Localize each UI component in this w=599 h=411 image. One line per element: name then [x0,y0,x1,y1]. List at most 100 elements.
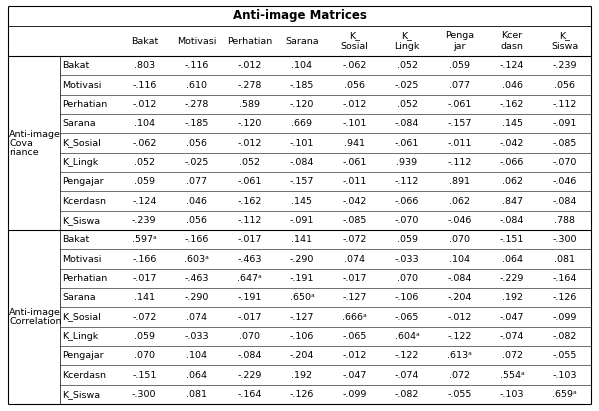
Text: -.101: -.101 [342,119,367,128]
Text: -.300: -.300 [552,235,577,244]
Text: -.012: -.012 [342,100,367,109]
Text: .062: .062 [502,177,523,186]
Text: -.126: -.126 [290,390,314,399]
Text: .104: .104 [449,254,470,263]
Text: -.300: -.300 [132,390,156,399]
Text: -.055: -.055 [447,390,472,399]
Text: -.017: -.017 [342,274,367,283]
Text: -.239: -.239 [132,216,156,225]
Text: .603ᵃ: .603ᵃ [184,254,209,263]
Text: -.157: -.157 [447,119,472,128]
Text: .145: .145 [292,196,313,206]
Text: .059: .059 [134,177,155,186]
Text: .081: .081 [554,254,575,263]
Text: -.124: -.124 [132,196,156,206]
Text: K_
Lingk: K_ Lingk [394,31,420,51]
Text: .070: .070 [449,235,470,244]
Text: -.012: -.012 [132,100,156,109]
Text: .059: .059 [397,235,418,244]
Text: -.061: -.061 [395,139,419,148]
Text: -.012: -.012 [237,139,262,148]
Text: .056: .056 [186,139,207,148]
Text: -.061: -.061 [447,100,472,109]
Text: -.061: -.061 [342,158,367,167]
Text: -.091: -.091 [290,216,314,225]
Text: -.290: -.290 [290,254,314,263]
Text: Anti-image: Anti-image [9,308,61,317]
Text: .192: .192 [292,370,313,379]
Text: -.278: -.278 [184,100,209,109]
Text: -.017: -.017 [237,235,262,244]
Text: -.084: -.084 [500,216,524,225]
Text: Correlation: Correlation [9,317,62,326]
Text: .589: .589 [239,100,260,109]
Text: -.099: -.099 [552,312,577,321]
Text: Anti-image: Anti-image [9,129,61,139]
Text: -.122: -.122 [395,351,419,360]
Text: -.011: -.011 [342,177,367,186]
Text: Sarana: Sarana [285,37,319,46]
Text: -.062: -.062 [342,61,367,70]
Text: K_
Sosial: K_ Sosial [341,31,368,51]
Text: -.084: -.084 [395,119,419,128]
Text: -.025: -.025 [184,158,209,167]
Text: -.164: -.164 [237,390,262,399]
Text: .056: .056 [554,81,575,90]
Text: Pengajar: Pengajar [62,351,104,360]
Text: .659ᵃ: .659ᵃ [552,390,577,399]
Text: -.084: -.084 [447,274,472,283]
Text: Cova: Cova [9,139,33,148]
Text: -.239: -.239 [552,61,577,70]
Text: -.047: -.047 [342,370,367,379]
Text: K_Siswa: K_Siswa [62,390,100,399]
Text: .145: .145 [502,119,523,128]
Text: -.127: -.127 [342,293,367,302]
Text: -.151: -.151 [132,370,156,379]
Text: -.017: -.017 [132,274,156,283]
Text: -.012: -.012 [237,61,262,70]
Text: .192: .192 [502,293,523,302]
Text: K_Sosial: K_Sosial [62,139,101,148]
Text: .074: .074 [186,312,207,321]
Text: -.072: -.072 [342,235,367,244]
Text: -.229: -.229 [237,370,262,379]
Text: K_Lingk: K_Lingk [62,332,98,341]
Text: -.103: -.103 [552,370,577,379]
Text: .666ᵃ: .666ᵃ [342,312,367,321]
Text: -.017: -.017 [237,312,262,321]
Text: -.074: -.074 [395,370,419,379]
Text: .104: .104 [292,61,313,70]
Text: .650ᵃ: .650ᵃ [289,293,314,302]
Text: .059: .059 [134,332,155,341]
Text: -.106: -.106 [395,293,419,302]
Text: -.112: -.112 [395,177,419,186]
Text: -.122: -.122 [447,332,472,341]
Text: .554ᵃ: .554ᵃ [500,370,525,379]
Text: .077: .077 [186,177,207,186]
Text: -.025: -.025 [395,81,419,90]
Text: Bakat: Bakat [62,235,89,244]
Text: -.185: -.185 [290,81,314,90]
Text: -.166: -.166 [184,235,209,244]
Text: .052: .052 [397,61,418,70]
Text: -.084: -.084 [237,351,262,360]
Text: .070: .070 [239,332,260,341]
Text: .046: .046 [186,196,207,206]
Text: -.074: -.074 [500,332,524,341]
Text: Perhatian: Perhatian [62,274,107,283]
Text: -.055: -.055 [552,351,577,360]
Text: -.085: -.085 [342,216,367,225]
Text: -.070: -.070 [395,216,419,225]
Text: .939: .939 [397,158,418,167]
Text: Sarana: Sarana [62,119,96,128]
Text: .062: .062 [449,196,470,206]
Text: K_Sosial: K_Sosial [62,312,101,321]
Text: -.082: -.082 [552,332,577,341]
Text: Kcerdasn: Kcerdasn [62,196,106,206]
Text: -.162: -.162 [237,196,262,206]
Text: -.229: -.229 [500,274,524,283]
Text: -.164: -.164 [552,274,577,283]
Text: .104: .104 [134,119,155,128]
Text: Motivasi: Motivasi [62,81,101,90]
Text: -.151: -.151 [500,235,524,244]
